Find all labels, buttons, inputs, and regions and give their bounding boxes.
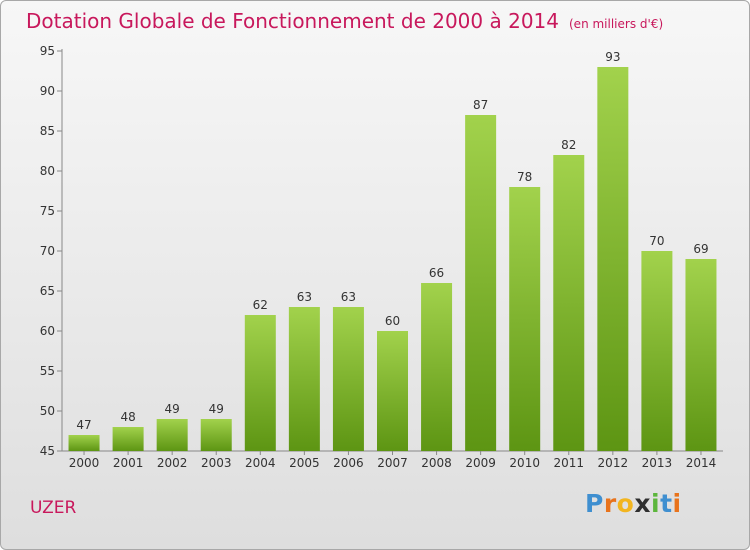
bar bbox=[288, 307, 320, 451]
x-tick-label: 2010 bbox=[509, 456, 540, 470]
data-label: 70 bbox=[649, 234, 664, 248]
data-label: 69 bbox=[693, 242, 708, 256]
x-tick-label: 2005 bbox=[289, 456, 320, 470]
y-tick-label: 75 bbox=[40, 204, 55, 218]
x-tick-label: 2007 bbox=[377, 456, 408, 470]
bar bbox=[597, 67, 629, 451]
x-tick-label: 2000 bbox=[69, 456, 100, 470]
logo-letter: r bbox=[603, 489, 617, 518]
data-label: 47 bbox=[76, 418, 91, 432]
x-tick-label: 2009 bbox=[465, 456, 496, 470]
logo-letter: i bbox=[651, 489, 661, 518]
bar bbox=[68, 435, 100, 451]
data-label: 60 bbox=[385, 314, 400, 328]
logo-letter: t bbox=[660, 489, 673, 518]
y-tick-label: 45 bbox=[40, 444, 55, 458]
y-tick-label: 85 bbox=[40, 124, 55, 138]
x-tick-label: 2001 bbox=[113, 456, 144, 470]
data-label: 63 bbox=[341, 290, 356, 304]
data-label: 78 bbox=[517, 170, 532, 184]
x-tick-label: 2003 bbox=[201, 456, 232, 470]
y-tick-label: 50 bbox=[40, 404, 55, 418]
bar bbox=[244, 315, 276, 451]
data-label: 93 bbox=[605, 50, 620, 64]
y-tick-label: 65 bbox=[40, 284, 55, 298]
y-tick-label: 90 bbox=[40, 84, 55, 98]
x-tick-label: 2012 bbox=[598, 456, 629, 470]
data-label: 66 bbox=[429, 266, 444, 280]
bar bbox=[509, 187, 541, 451]
bar bbox=[465, 115, 497, 451]
x-tick-label: 2006 bbox=[333, 456, 364, 470]
logo-letter: x bbox=[634, 489, 651, 518]
data-label: 49 bbox=[165, 402, 180, 416]
data-label: 82 bbox=[561, 138, 576, 152]
data-label: 48 bbox=[120, 410, 135, 424]
x-tick-label: 2013 bbox=[642, 456, 673, 470]
y-tick-label: 80 bbox=[40, 164, 55, 178]
bar bbox=[332, 307, 364, 451]
y-tick-label: 95 bbox=[40, 44, 55, 58]
bar bbox=[200, 419, 232, 451]
x-tick-label: 2008 bbox=[421, 456, 452, 470]
logo-letter: o bbox=[616, 489, 635, 518]
x-tick-label: 2004 bbox=[245, 456, 276, 470]
bar bbox=[685, 259, 717, 451]
proxiti-logo: Proxiti bbox=[585, 489, 682, 518]
data-label: 62 bbox=[253, 298, 268, 312]
town-name: UZER bbox=[30, 498, 77, 518]
bar bbox=[156, 419, 188, 451]
x-tick-label: 2002 bbox=[157, 456, 188, 470]
chart-title: Dotation Globale de Fonctionnement de 20… bbox=[26, 9, 663, 33]
bar bbox=[112, 427, 144, 451]
bar bbox=[553, 155, 585, 451]
y-tick-label: 60 bbox=[40, 324, 55, 338]
data-label: 49 bbox=[209, 402, 224, 416]
x-tick-label: 2011 bbox=[553, 456, 584, 470]
bar bbox=[421, 283, 453, 451]
x-tick-label: 2014 bbox=[686, 456, 717, 470]
chart-unit: (en milliers d'€) bbox=[569, 17, 664, 31]
y-tick-label: 55 bbox=[40, 364, 55, 378]
data-label: 87 bbox=[473, 98, 488, 112]
chart-title-text: Dotation Globale de Fonctionnement de 20… bbox=[26, 9, 559, 33]
y-tick-label: 70 bbox=[40, 244, 55, 258]
logo-letter: P bbox=[585, 489, 604, 518]
logo-letter: i bbox=[672, 489, 682, 518]
bar bbox=[377, 331, 408, 451]
bar bbox=[641, 251, 673, 451]
data-label: 63 bbox=[297, 290, 312, 304]
